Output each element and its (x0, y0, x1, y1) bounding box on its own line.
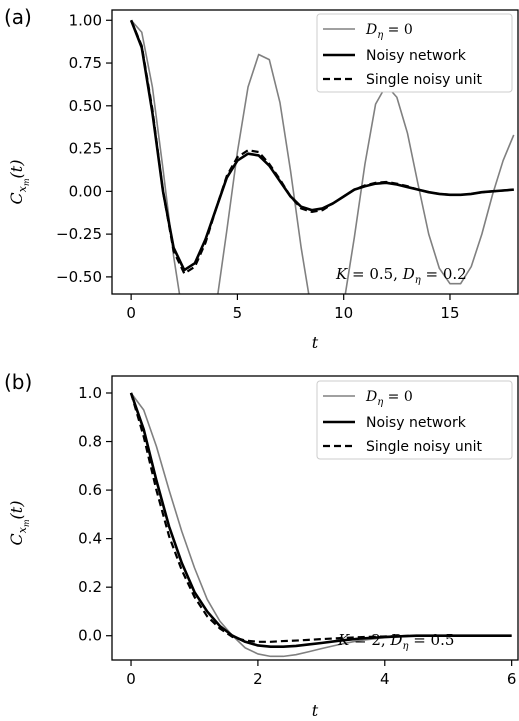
x-axis-label-a: t (312, 333, 319, 352)
legend-b: Dη = 0 Noisy network Single noisy unit (316, 380, 513, 460)
axes-content-a: 0 5 10 15 1.00 0.75 0.50 0.25 0.00 −0.25 −0.50 (56, 11, 515, 322)
x-tick-label-b-3: 6 (507, 670, 517, 688)
legend-label-b-1: Noisy network (366, 415, 467, 431)
annotation-a: K = 0.5, Dη = 0.2 (335, 265, 467, 286)
panel-b: (b) Cxm(t) t 0 2 4 6 1.0 0.8 0.6 0.4 0.2 0.0 Dη =… (4, 370, 519, 720)
x-tick-label-a-0: 0 (126, 304, 136, 322)
y-axis-label-b: Cxm(t) (7, 501, 31, 546)
x-tick-label-a-2: 10 (334, 304, 353, 322)
y-tick-label-a-0: 1.00 (69, 11, 102, 29)
y-tick-label-b-1: 0.8 (78, 433, 102, 451)
panel-a: (a) Cxm(t) t 0 5 10 15 1.00 0.75 0.50 0.25 0.00 −… (4, 5, 519, 352)
y-axis-label-a: Cxm(t) (7, 160, 31, 205)
series-line-a-0 (130, 19, 515, 294)
plot-frame-a (111, 9, 519, 295)
annotation-b: K = 2, Dη = 0.5 (337, 631, 454, 652)
x-tick-label-b-0: 0 (126, 670, 136, 688)
y-tick-label-a-2: 0.50 (69, 97, 102, 115)
legend-label-a-2: Single noisy unit (366, 72, 482, 88)
y-tick-label-a-3: 0.25 (69, 140, 102, 158)
y-tick-label-b-4: 0.2 (78, 578, 102, 596)
legend-label-b-0: Dη = 0 (365, 389, 413, 408)
legend-a: Dη = 0 Noisy network Single noisy unit (316, 13, 513, 93)
y-tick-label-a-6: −0.50 (56, 268, 102, 286)
legend-label-a-0: Dη = 0 (365, 22, 413, 41)
x-tick-label-a-1: 5 (233, 304, 243, 322)
panel-label-b: (b) (4, 370, 32, 394)
y-tick-label-b-2: 0.6 (78, 481, 102, 499)
series-line-a-2 (130, 19, 514, 275)
y-tick-label-b-0: 1.0 (78, 384, 102, 402)
x-tick-label-b-2: 4 (380, 670, 390, 688)
x-tick-label-a-3: 15 (440, 304, 459, 322)
y-tick-label-b-3: 0.4 (78, 530, 102, 548)
legend-label-a-1: Noisy network (366, 48, 467, 64)
x-axis-label-b: t (312, 701, 319, 720)
y-tick-label-a-4: 0.00 (69, 182, 102, 200)
legend-label-b-2: Single noisy unit (366, 439, 482, 455)
panel-label-a: (a) (4, 5, 32, 29)
y-tick-label-a-1: 0.75 (69, 54, 102, 72)
y-tick-label-a-5: −0.25 (56, 225, 102, 243)
series-line-b-2 (129, 392, 512, 643)
legend-box-a (316, 13, 513, 93)
legend-box-b (316, 380, 513, 460)
x-tick-label-b-1: 2 (253, 670, 263, 688)
y-tick-label-b-5: 0.0 (78, 627, 102, 645)
plot-frame-b (111, 375, 519, 661)
axes-content-b: 0 2 4 6 1.0 0.8 0.6 0.4 0.2 0.0 (78, 384, 516, 688)
